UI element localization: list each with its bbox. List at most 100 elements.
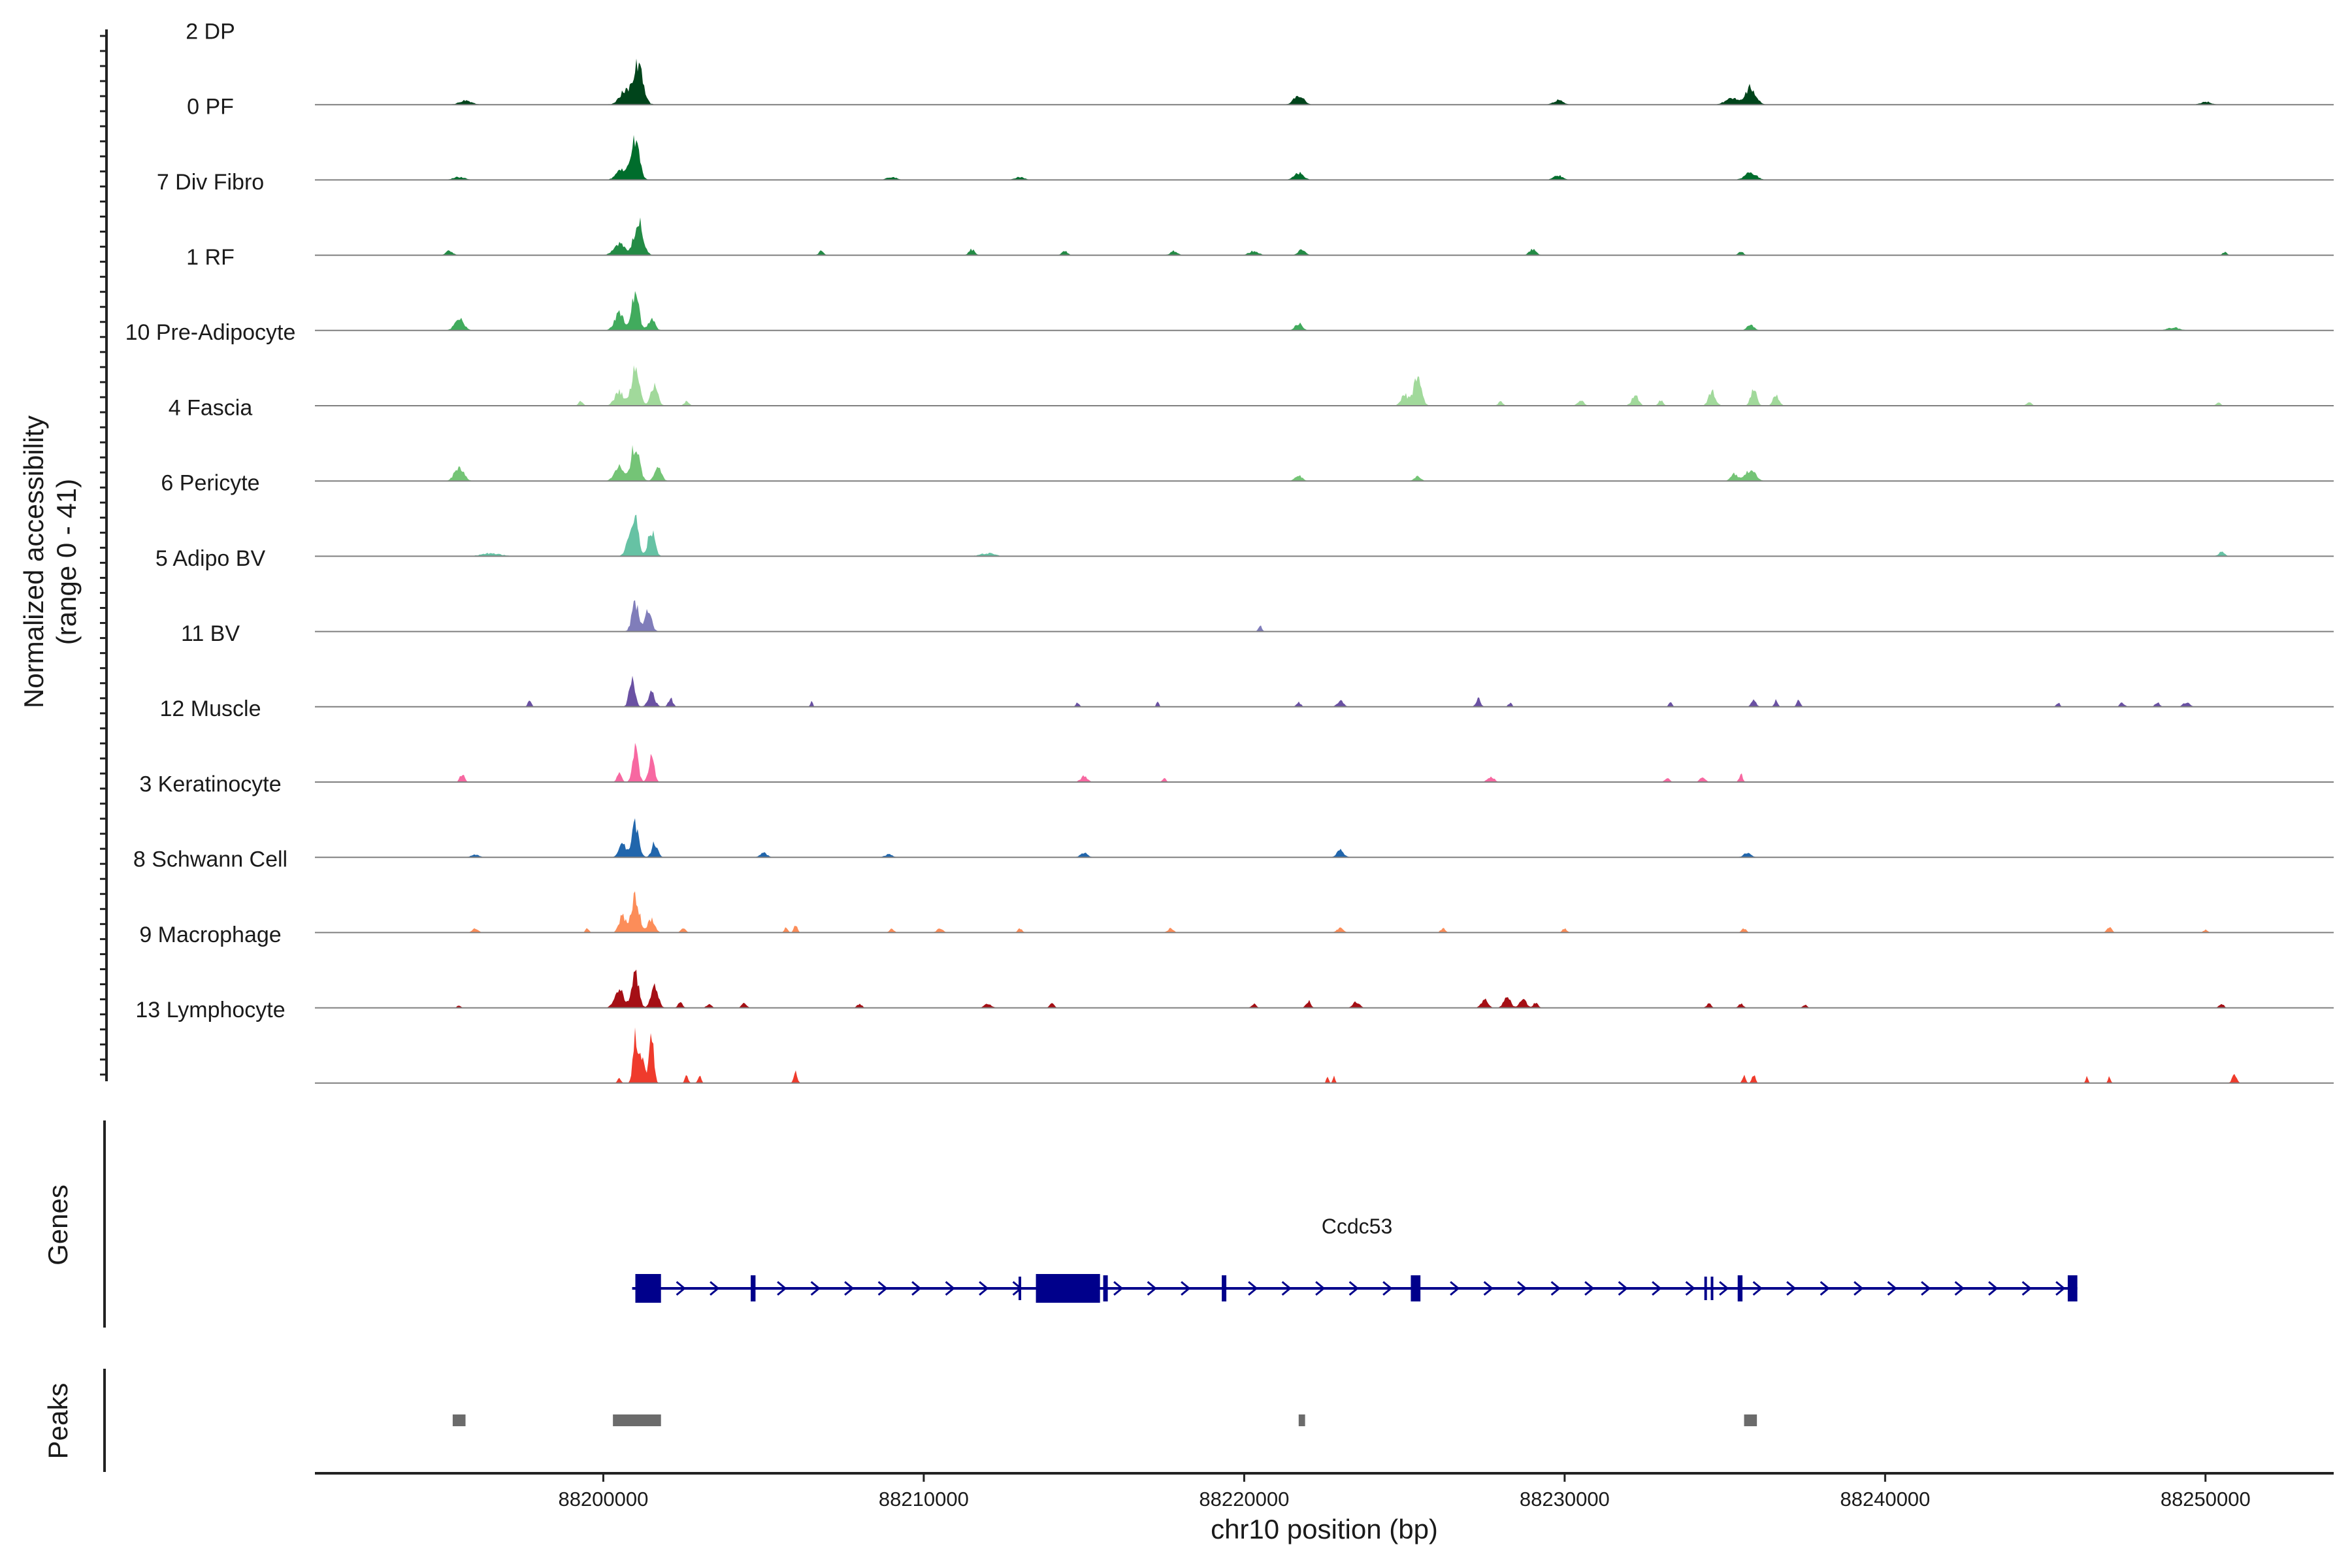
gene-exon xyxy=(1737,1275,1743,1301)
track-9-macrophage: 9 Macrophage xyxy=(139,923,2334,1009)
gene-strand-arrow xyxy=(1887,1281,1897,1296)
x-tick-label: 88230000 xyxy=(1520,1488,1610,1511)
gene-strand-arrow xyxy=(1752,1281,1763,1296)
track-13-lymphocyte: 13 Lymphocyte xyxy=(135,998,2334,1084)
coverage-area xyxy=(315,217,2247,255)
x-tick-label: 88220000 xyxy=(1199,1488,1289,1511)
x-tick-label: 88240000 xyxy=(1840,1488,1930,1511)
track-0-pf: 0 PF xyxy=(187,95,2334,181)
gene-strand-arrow xyxy=(676,1281,686,1296)
track-5-adipo-bv: 5 Adipo BV xyxy=(155,546,2334,632)
track-label: 11 BV xyxy=(181,621,240,646)
gene-strand-arrow xyxy=(2055,1281,2066,1296)
gene-model-ccdc53 xyxy=(632,1274,2078,1303)
x-tick-label: 88200000 xyxy=(558,1488,648,1511)
gene-strand-arrow xyxy=(979,1281,989,1296)
track-label: 10 Pre-Adipocyte xyxy=(125,320,296,345)
gene-strand-arrow xyxy=(1584,1281,1595,1296)
coverage-area xyxy=(315,891,2247,933)
coverage-area xyxy=(315,291,2247,331)
track-label: 4 Fascia xyxy=(169,395,253,420)
track-7-div-fibro: 7 Div Fibro xyxy=(157,170,2334,256)
track-label: 7 Div Fibro xyxy=(157,170,264,195)
x-tick-label: 88210000 xyxy=(879,1488,969,1511)
gene-strand-arrow xyxy=(710,1281,720,1296)
peak-regions xyxy=(452,1414,1757,1426)
track-label: 2 DP xyxy=(186,19,235,44)
gene-strand-arrow xyxy=(1652,1281,1662,1296)
coverage-tracks: 2 DP 0 PF 7 Div Fibro 1 RF 10 Pre-Adipocyte 4… xyxy=(125,19,2334,1084)
gene-strand-arrow xyxy=(1181,1281,1191,1296)
gene-exon xyxy=(751,1275,756,1301)
gene-strand-arrow xyxy=(1820,1281,1830,1296)
peaks-panel: Peaks xyxy=(42,1369,1757,1472)
gene-strand-arrow xyxy=(1988,1281,1999,1296)
gene-name-label: Ccdc53 xyxy=(1322,1215,1393,1238)
gene-strand-arrow xyxy=(945,1281,955,1296)
coverage-area xyxy=(315,1027,2247,1083)
track-label: 13 Lymphocyte xyxy=(135,998,285,1022)
track-1-rf: 1 RF xyxy=(186,245,2334,331)
gene-strand-arrow xyxy=(1348,1281,1359,1296)
gene-strand-arrow xyxy=(1248,1281,1258,1296)
x-axis: 88200000 88210000 88220000 88230000 88240000… xyxy=(315,1472,2334,1544)
gene-strand-arrow xyxy=(1618,1281,1628,1296)
track-4-fascia: 4 Fascia xyxy=(169,395,2334,482)
track-11-bv: 11 BV xyxy=(181,621,2334,708)
gene-strand-arrow xyxy=(1315,1281,1326,1296)
y-axis-label-line2: (range 0 - 41) xyxy=(51,479,82,645)
gene-strand-arrow xyxy=(1281,1281,1292,1296)
track-label: 1 RF xyxy=(186,245,235,270)
track-label: 8 Schwann Cell xyxy=(133,847,287,872)
track-label: 0 PF xyxy=(187,95,234,120)
x-tick-label: 88250000 xyxy=(2161,1488,2251,1511)
coverage-area xyxy=(315,58,2247,105)
peak-region xyxy=(613,1414,661,1426)
coverage-area xyxy=(315,445,2247,482)
track-12-muscle: 12 Muscle xyxy=(160,696,2334,783)
gene-strand-arrow xyxy=(1921,1281,1931,1296)
coverage-area xyxy=(315,514,2247,557)
gene-exon xyxy=(1411,1275,1421,1301)
gene-strand-arrow xyxy=(1450,1281,1460,1296)
track-6-pericyte: 6 Pericyte xyxy=(161,471,2334,557)
gene-strand-arrow xyxy=(1550,1281,1561,1296)
y-axis-label: Normalized accessibility (range 0 - 41) xyxy=(18,416,82,708)
gene-strand-arrow xyxy=(844,1281,855,1296)
y-axis-label-line1: Normalized accessibility xyxy=(18,416,49,708)
gene-strand-arrow xyxy=(777,1281,787,1296)
coverage-area xyxy=(315,818,2247,858)
track-label: 9 Macrophage xyxy=(139,923,281,947)
gene-exon xyxy=(2067,1275,2078,1301)
gene-strand-arrow xyxy=(2021,1281,2032,1296)
gene-strand-arrow xyxy=(1954,1281,1965,1296)
gene-strand-arrow xyxy=(1382,1281,1393,1296)
peaks-label: Peaks xyxy=(42,1383,73,1460)
genes-label: Genes xyxy=(42,1184,73,1266)
coverage-area xyxy=(315,676,2247,707)
gene-strand-arrow xyxy=(1685,1281,1695,1296)
genes-panel: Genes Ccdc53 xyxy=(42,1120,2078,1328)
coverage-area xyxy=(315,135,2247,180)
gene-strand-arrow xyxy=(1483,1281,1494,1296)
coverage-area xyxy=(315,365,2247,406)
track-label: 5 Adipo BV xyxy=(155,546,266,571)
gene-strand-arrow xyxy=(911,1281,922,1296)
peak-region xyxy=(1298,1414,1305,1426)
coverage-y-ticks xyxy=(100,35,106,1076)
coverage-area xyxy=(315,600,2247,632)
gene-strand-arrow xyxy=(1113,1281,1124,1296)
x-axis-label: chr10 position (bp) xyxy=(1211,1514,1438,1544)
track-label: 12 Muscle xyxy=(160,696,261,721)
gene-strand-arrow xyxy=(1517,1281,1527,1296)
coverage-area xyxy=(315,743,2247,782)
gene-exon xyxy=(1036,1274,1100,1303)
x-axis-ticks: 88200000 88210000 88220000 88230000 88240000… xyxy=(558,1473,2251,1511)
gene-strand-arrow xyxy=(1786,1281,1797,1296)
peak-region xyxy=(1744,1414,1757,1426)
gene-exon xyxy=(635,1274,661,1303)
gene-strand-arrow xyxy=(1719,1281,1729,1296)
gene-exon xyxy=(1103,1275,1108,1301)
gene-strand-arrow xyxy=(1147,1281,1157,1296)
track-2-dp: 2 DP xyxy=(186,19,2334,106)
